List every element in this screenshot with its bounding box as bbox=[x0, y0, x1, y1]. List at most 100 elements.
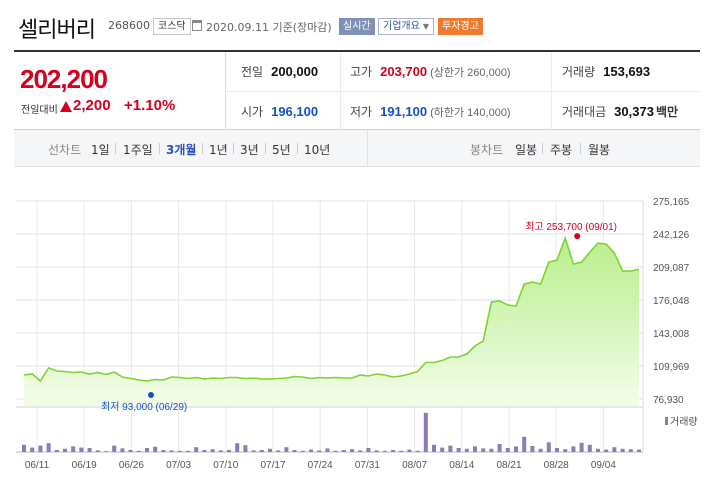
x-tick-label: 08/28 bbox=[544, 460, 569, 471]
x-tick-label: 08/21 bbox=[496, 460, 521, 471]
chevron-down-icon: ▼ bbox=[422, 22, 429, 31]
volume-bar bbox=[268, 448, 272, 452]
col-divider bbox=[340, 52, 341, 130]
period-1d[interactable]: 1일 bbox=[91, 143, 110, 157]
col-divider bbox=[551, 52, 552, 130]
volume-legend-swatch bbox=[665, 417, 668, 425]
volume-bar bbox=[22, 444, 26, 452]
upper-limit: (상한가 260,000) bbox=[430, 67, 511, 79]
volume-bar bbox=[473, 446, 477, 452]
y-tick-label: 109,969 bbox=[653, 362, 690, 373]
volume-bar bbox=[276, 450, 281, 452]
volume-bar bbox=[317, 450, 322, 452]
stock-code: 268600 bbox=[108, 19, 150, 32]
volume-bar bbox=[177, 450, 182, 452]
volume-bar bbox=[309, 449, 313, 452]
low-marker bbox=[148, 391, 154, 398]
volume-bar bbox=[210, 449, 215, 452]
realtime-button[interactable]: 실시간 bbox=[339, 18, 375, 35]
period-3y[interactable]: 3년 bbox=[240, 143, 259, 157]
period-5y[interactable]: 5년 bbox=[272, 143, 291, 157]
divider bbox=[580, 143, 581, 154]
volume-bar bbox=[530, 446, 535, 452]
row-divider bbox=[227, 91, 700, 92]
open-cell: 시가 196,100 bbox=[241, 92, 318, 131]
volume-bar bbox=[120, 448, 125, 452]
volume-bar bbox=[555, 448, 559, 452]
volume-bar bbox=[112, 445, 117, 452]
volume-value: 153,693 bbox=[603, 64, 651, 79]
low-cell: 저가 191,100 (하한가 140,000) bbox=[350, 92, 511, 131]
volume-bar bbox=[407, 449, 412, 452]
y-tick-label: 76,930 bbox=[653, 395, 684, 406]
divider bbox=[115, 143, 116, 154]
calendar-icon bbox=[192, 20, 202, 31]
volume-bar bbox=[432, 444, 436, 452]
investment-warning-badge[interactable]: 투자경고 bbox=[438, 18, 483, 35]
company-overview-dropdown[interactable]: 기업개요 ▼ bbox=[378, 18, 434, 35]
volume-bar bbox=[440, 447, 445, 452]
amount-label: 거래대금 bbox=[562, 105, 607, 119]
volume-bar bbox=[292, 450, 297, 452]
candle-chart-label: 봉차트 bbox=[470, 143, 504, 157]
y-tick-label: 209,087 bbox=[653, 263, 690, 274]
candle-daily[interactable]: 일봉 bbox=[515, 143, 538, 157]
candle-weekly[interactable]: 주봉 bbox=[550, 143, 573, 157]
y-tick-label: 275,165 bbox=[653, 197, 690, 208]
period-1y[interactable]: 1년 bbox=[209, 143, 228, 157]
low-annotation: 최저 93,000 (06/29) bbox=[101, 401, 187, 413]
volume-bar bbox=[300, 450, 305, 452]
lower-limit: (하한가 140,000) bbox=[430, 107, 511, 119]
volume-bar bbox=[186, 450, 190, 452]
volume-bar bbox=[161, 450, 166, 452]
amount-cell: 거래대금 30,373 백만 bbox=[562, 92, 678, 131]
volume-bar bbox=[579, 442, 584, 452]
period-bar: 선차트 1일 1주일 3개월 1년 3년 5년 10년 봉차트 일봉 주봉 월봉 bbox=[14, 130, 700, 167]
price-area bbox=[24, 238, 639, 406]
price-chart[interactable]: 275,165 242,126 209,087 176,048 143,008 109,9… bbox=[0, 168, 714, 487]
line-chart-label: 선차트 bbox=[48, 143, 82, 157]
y-tick-label: 242,126 bbox=[653, 230, 690, 241]
volume-bar bbox=[464, 448, 469, 452]
volume-bar bbox=[79, 447, 84, 452]
stock-name: 셀리버리 bbox=[18, 18, 96, 43]
period-3m[interactable]: 3개월 bbox=[166, 143, 197, 157]
x-tick-label: 06/11 bbox=[25, 460, 50, 471]
x-tick-label: 07/31 bbox=[355, 460, 380, 471]
volume-bar bbox=[227, 450, 231, 452]
volume-bar bbox=[30, 447, 35, 452]
high-marker bbox=[574, 233, 581, 240]
volume-bar bbox=[587, 444, 592, 452]
volume-bar bbox=[481, 448, 486, 452]
low-label: 저가 bbox=[350, 105, 373, 119]
section-divider bbox=[367, 130, 368, 167]
volume-bar bbox=[612, 447, 617, 452]
x-tick-label: 08/07 bbox=[402, 460, 427, 471]
company-overview-label: 기업개요 bbox=[383, 21, 420, 32]
volume-bar bbox=[243, 445, 248, 452]
candle-monthly[interactable]: 월봉 bbox=[588, 143, 611, 157]
volume-bar bbox=[620, 448, 625, 452]
volume-bar bbox=[514, 446, 518, 452]
volume-bar bbox=[538, 448, 543, 452]
volume-bar bbox=[399, 450, 404, 452]
stock-header: 셀리버리 268600 코스닥 2020.09.11 기준(장마감) 실시간 기… bbox=[0, 0, 714, 50]
volume-label: 거래량 bbox=[562, 65, 596, 79]
open-label: 시가 bbox=[241, 105, 264, 119]
amount-unit: 백만 bbox=[655, 105, 679, 119]
change-percent: +1.10% bbox=[124, 97, 176, 114]
volume-bar bbox=[63, 448, 67, 452]
period-1w[interactable]: 1주일 bbox=[123, 143, 153, 157]
current-price-box: 202,200 전일대비 2,200 +1.10% bbox=[14, 52, 226, 130]
open-value: 196,100 bbox=[271, 104, 319, 119]
y-tick-label: 176,048 bbox=[653, 296, 690, 307]
volume-bar bbox=[145, 448, 149, 452]
volume-bar bbox=[333, 450, 338, 452]
divider bbox=[159, 143, 160, 154]
volume-bar bbox=[87, 448, 92, 452]
divider bbox=[297, 143, 298, 154]
volume-bar bbox=[284, 447, 289, 452]
high-annotation: 최고 253,700 (09/01) bbox=[525, 221, 617, 233]
period-10y[interactable]: 10년 bbox=[304, 143, 331, 157]
volume-bar bbox=[104, 451, 108, 452]
